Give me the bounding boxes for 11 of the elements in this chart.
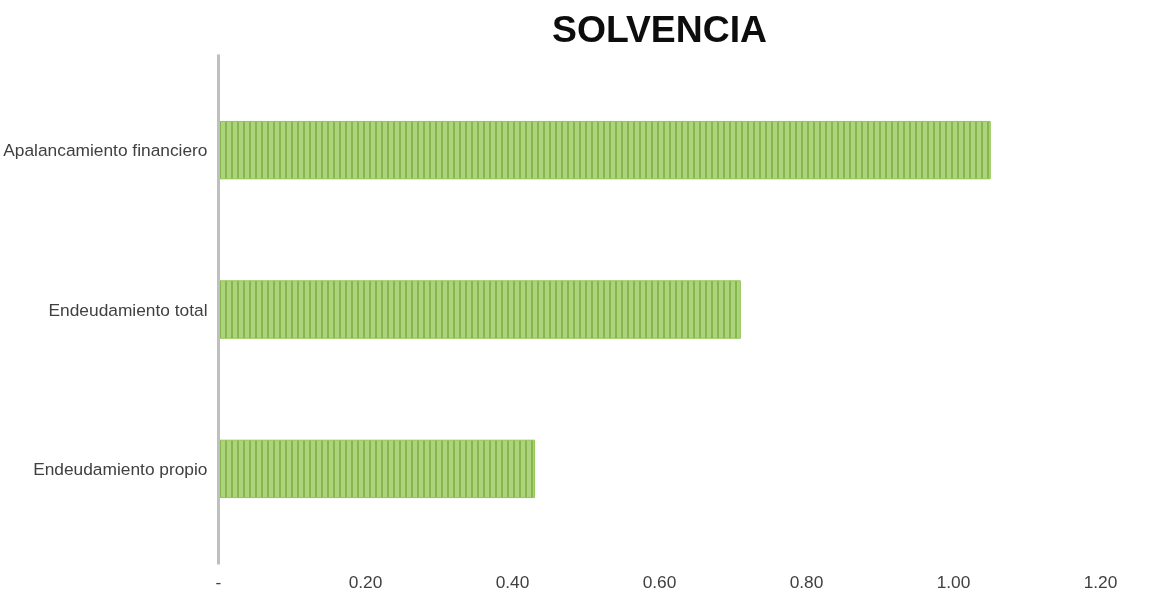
- y-tick-label: Endeudamiento total: [48, 299, 208, 320]
- x-tick-label: 0.20: [348, 571, 383, 592]
- x-tick-label: 0.40: [495, 571, 530, 592]
- y-tick-label: Apalancamiento financiero: [3, 140, 208, 161]
- x-tick-label: 1.00: [936, 571, 971, 592]
- chart-title: SOLVENCIA: [552, 7, 768, 50]
- x-tick-label: 1.20: [1083, 571, 1118, 592]
- x-tick-label: 0.60: [642, 571, 677, 592]
- y-tick-label: Endeudamiento propio: [33, 458, 208, 479]
- x-tick-label: -: [215, 571, 222, 592]
- x-tick-label: 0.80: [789, 571, 824, 592]
